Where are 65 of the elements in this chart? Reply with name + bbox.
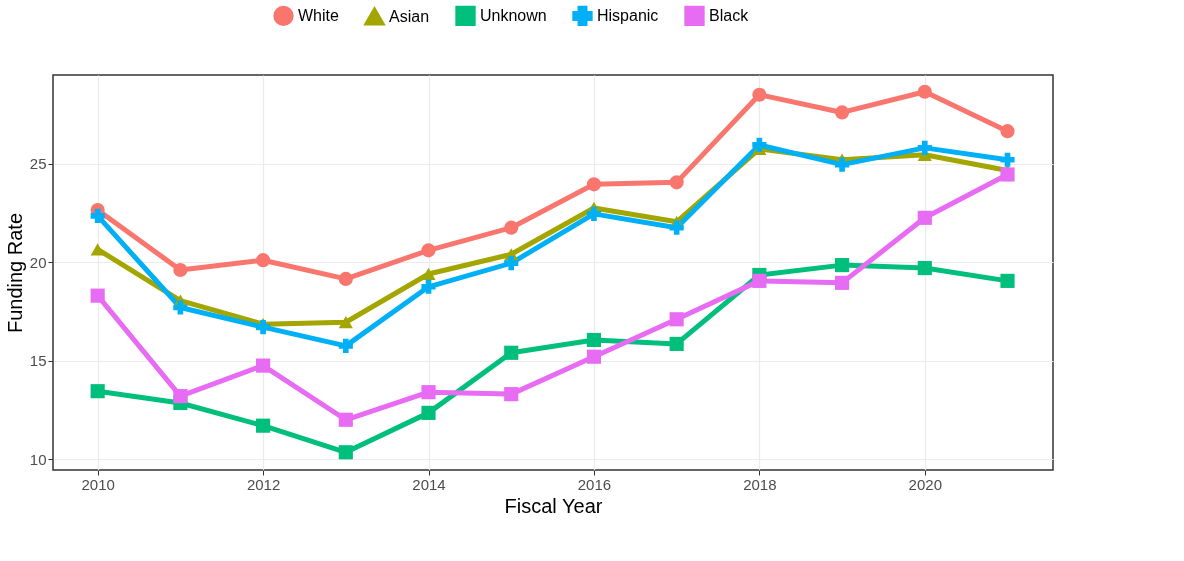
point: [586, 177, 602, 192]
point: [917, 84, 932, 99]
point: [669, 312, 684, 327]
point: [256, 253, 271, 268]
point: [752, 137, 767, 153]
y-tick-label: 25: [29, 155, 47, 173]
y-tick-label: 20: [29, 253, 47, 271]
point: [917, 140, 932, 155]
point: [338, 445, 353, 460]
point: [256, 320, 271, 335]
point: [586, 332, 602, 348]
point: [256, 418, 271, 433]
point: [173, 262, 188, 278]
legend-label: White: [298, 6, 339, 24]
x-tick-label: 2010: [81, 475, 115, 493]
point: [835, 157, 850, 172]
point: [504, 345, 519, 360]
point: [752, 87, 767, 102]
legend-label: Unknown: [480, 6, 547, 24]
legend-label: Asian: [389, 7, 430, 25]
x-tick-label: 2014: [412, 475, 446, 493]
point: [1000, 152, 1015, 167]
point: [917, 210, 932, 225]
point: [586, 206, 602, 221]
point: [917, 261, 932, 276]
point: [421, 385, 436, 400]
point: [504, 220, 519, 235]
point: [421, 243, 436, 258]
y-tick-label: 10: [29, 450, 47, 468]
point: [90, 208, 105, 223]
point: [338, 338, 353, 353]
point: [90, 243, 105, 256]
point: [669, 336, 684, 351]
legend-label: Black: [709, 6, 750, 24]
x-tick-label: 2020: [908, 475, 942, 493]
point: [90, 288, 105, 303]
point: [173, 300, 188, 315]
point: [835, 275, 850, 290]
point: [338, 316, 353, 329]
point: [1000, 273, 1015, 288]
point: [504, 387, 519, 402]
x-axis-title: Fiscal Year: [504, 494, 603, 517]
point: [90, 384, 105, 399]
legend-label: Hispanic: [597, 6, 659, 24]
y-tick-label: 15: [29, 352, 47, 370]
point: [256, 358, 271, 373]
point: [752, 273, 767, 288]
point: [173, 389, 188, 404]
y-axis-title: Funding Rate: [3, 212, 26, 334]
point: [421, 279, 436, 294]
point: [338, 412, 353, 427]
point: [504, 256, 519, 271]
point: [338, 271, 353, 286]
point: [1000, 124, 1015, 139]
x-tick-label: 2018: [743, 475, 777, 493]
x-tick-label: 2016: [577, 475, 612, 493]
point: [421, 267, 436, 281]
point: [1000, 167, 1015, 182]
point: [835, 258, 850, 273]
x-tick-label: 2012: [246, 475, 281, 493]
point: [586, 349, 602, 364]
point: [669, 175, 684, 190]
point: [669, 220, 684, 235]
point: [421, 405, 436, 420]
point: [835, 105, 850, 120]
